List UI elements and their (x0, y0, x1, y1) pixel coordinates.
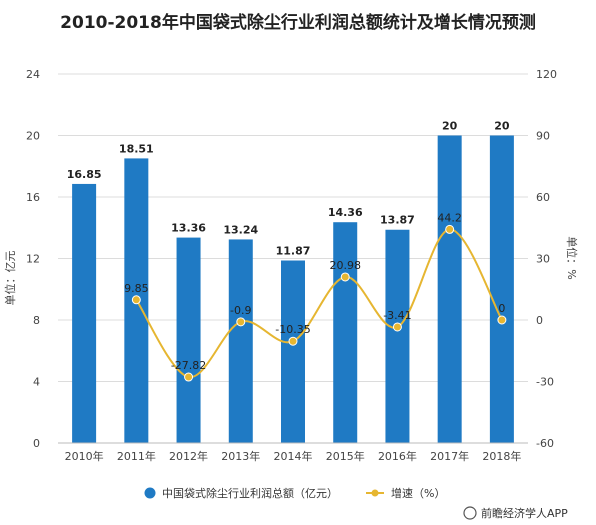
growth-value-label: -27.82 (171, 359, 206, 372)
bar (176, 237, 201, 443)
x-tick-label: 2017年 (430, 449, 469, 463)
x-tick-label: 2016年 (378, 449, 417, 463)
x-tick-label: 2010年 (65, 449, 104, 463)
growth-value-label: 44.2 (437, 211, 462, 224)
growth-line (131, 224, 507, 382)
growth-value-label: 9.85 (124, 282, 149, 295)
growth-point (131, 295, 141, 305)
growth-value-label: -10.35 (275, 323, 310, 336)
y-tick-label: 4 (33, 376, 40, 389)
bar-value-label: 16.85 (67, 168, 102, 181)
bar-value-label: 14.36 (328, 206, 363, 219)
bar (281, 260, 305, 443)
x-tick-label: 2014年 (274, 449, 313, 463)
growth-value-label: 20.98 (329, 259, 361, 272)
growth-point (184, 372, 194, 382)
y-axis-title: 单位：亿元 (3, 251, 17, 306)
bar (437, 135, 462, 443)
growth-value-label: -0.9 (230, 304, 251, 317)
chart-title: 2010-2018年中国袋式除尘行业利润总额统计及增长情况预测 (60, 13, 536, 33)
source-watermark: 前瞻经济学人APP (463, 506, 568, 520)
growth-point (445, 224, 455, 234)
bar (72, 183, 97, 443)
y-tick-label: 20 (26, 130, 40, 143)
growth-point (497, 315, 507, 325)
bar-value-label: 13.24 (223, 223, 258, 236)
legend-bar-label: 中国袋式除尘行业利润总额（亿元） (162, 486, 338, 500)
x-tick-label: 2012年 (169, 449, 208, 463)
growth-value-label: 0 (498, 302, 505, 315)
y-tick-label: 0 (33, 437, 40, 450)
growth-point (340, 272, 350, 282)
bar (385, 229, 410, 443)
x-tick-label: 2015年 (326, 449, 365, 463)
bar-value-label: 13.36 (171, 222, 206, 235)
y2-tick-label: 120 (536, 68, 557, 81)
x-tick-label: 2011年 (117, 449, 156, 463)
y-tick-label: 16 (26, 191, 40, 204)
y2-tick-label: 60 (536, 191, 550, 204)
y2-tick-label: 90 (536, 130, 550, 143)
bar-value-label: 18.51 (119, 142, 154, 155)
bar (333, 222, 358, 443)
y2-tick-label: 0 (536, 314, 543, 327)
y-tick-label: 12 (26, 253, 40, 266)
x-tick-label: 2018年 (482, 449, 521, 463)
legend-line-swatch-dot (371, 489, 379, 497)
source-logo-icon (463, 506, 477, 520)
y2-axis-title: 单位：% (565, 236, 579, 279)
bar-value-label: 20 (442, 120, 458, 133)
y-tick-label: 8 (33, 314, 40, 327)
bar-value-label: 20 (494, 120, 510, 133)
bar (489, 135, 514, 443)
bar-value-label: 13.87 (380, 214, 415, 227)
y-tick-label: 24 (26, 68, 40, 81)
growth-value-label: -3.41 (383, 309, 411, 322)
bars (72, 135, 514, 443)
growth-point (288, 336, 298, 346)
legend: 中国袋式除尘行业利润总额（亿元） 增速（%） (144, 486, 445, 500)
legend-bar-swatch (144, 487, 156, 499)
y2-tick-label: -60 (536, 437, 554, 450)
bar-value-label: 11.87 (276, 244, 311, 257)
y2-tick-label: -30 (536, 376, 554, 389)
bar (228, 239, 253, 443)
growth-point (236, 317, 246, 327)
source-text: 前瞻经济学人APP (481, 506, 568, 520)
growth-point (392, 322, 402, 332)
data-labels: 16.85 18.51 13.36 13.24 11.87 14.36 13.87 20 20 9… (67, 120, 510, 373)
y2-tick-label: 30 (536, 253, 550, 266)
legend-line-label: 增速（%） (391, 486, 445, 500)
x-tick-label: 2013年 (221, 449, 260, 463)
